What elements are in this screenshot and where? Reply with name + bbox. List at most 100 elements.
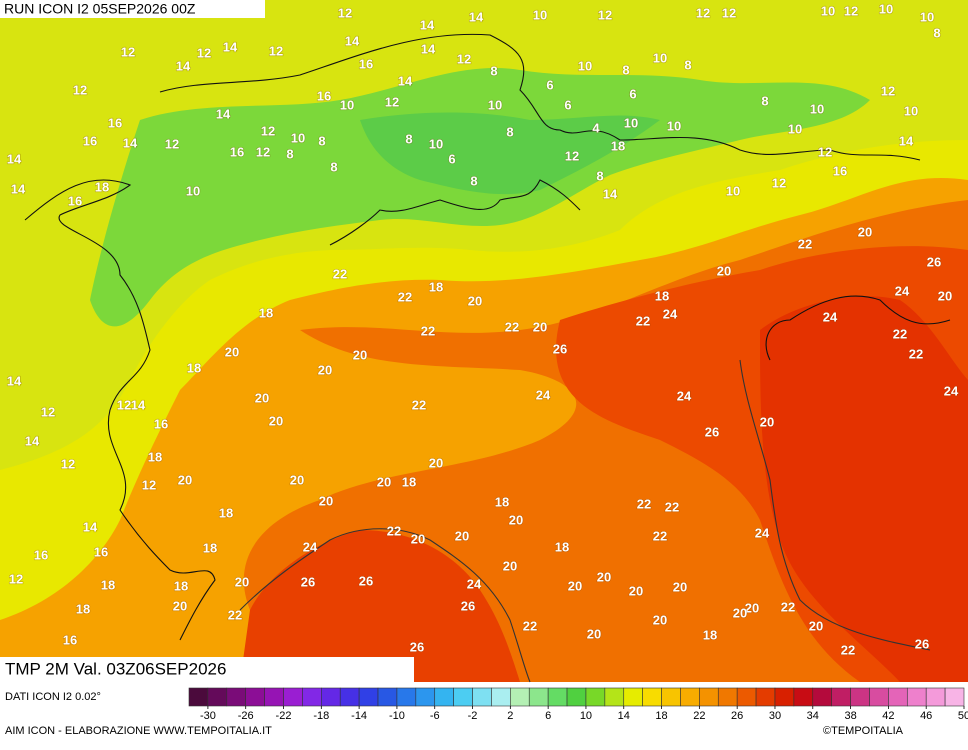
temperature-label: 18 <box>555 539 569 554</box>
color-swatch <box>680 687 700 707</box>
temperature-label: 20 <box>503 558 517 573</box>
coastline-east <box>739 359 931 651</box>
color-swatch <box>850 687 870 707</box>
color-swatch <box>358 687 379 707</box>
temperature-label: 16 <box>83 133 97 148</box>
temperature-label: 24 <box>944 383 959 398</box>
color-swatch <box>453 687 473 707</box>
temperature-label: 20 <box>858 224 872 239</box>
temperature-label: 10 <box>578 58 592 73</box>
temperature-label: 8 <box>330 159 337 174</box>
temperature-label: 6 <box>629 86 636 101</box>
temperature-label: 20 <box>290 472 304 487</box>
color-swatch <box>207 687 228 707</box>
run-title: RUN ICON I2 05SEP2026 00Z <box>4 1 196 17</box>
temperature-label: 12 <box>41 404 55 419</box>
temperature-label: 10 <box>920 9 934 24</box>
temperature-label: 14 <box>25 433 40 448</box>
temperature-label: 12 <box>565 148 579 163</box>
temperature-label: 26 <box>301 574 315 589</box>
temperature-label: 12 <box>261 123 275 138</box>
temperature-label: 12 <box>117 397 131 412</box>
temperature-label: 22 <box>228 607 242 622</box>
temperature-label: 12 <box>73 82 87 97</box>
temperature-label: 26 <box>461 598 475 613</box>
temperature-label: 18 <box>429 279 443 294</box>
temperature-label: 12 <box>696 5 710 20</box>
temperature-label: 20 <box>318 362 332 377</box>
color-swatch <box>377 687 398 707</box>
temperature-label: 16 <box>230 144 244 159</box>
temperature-label: 8 <box>405 131 412 146</box>
temperature-label: 14 <box>176 58 191 73</box>
temperature-label: 18 <box>76 601 90 616</box>
temperature-label: 10 <box>788 121 802 136</box>
temperature-label: 16 <box>63 632 77 647</box>
color-swatch <box>604 687 625 707</box>
temperature-label: 8 <box>286 146 293 161</box>
temperature-label: 12 <box>722 5 736 20</box>
temperature-label: 24 <box>677 388 692 403</box>
temperature-label: 16 <box>359 56 373 71</box>
temperature-label: 10 <box>879 1 893 16</box>
temperature-label: 20 <box>353 347 367 362</box>
temperature-label: 8 <box>470 173 477 188</box>
colorbar: -30 -26 -22 -18 -14 -10 -6 -2 2 6 10 14 18 22 26 30 34 38… <box>188 687 968 722</box>
temperature-label: 22 <box>398 289 412 304</box>
colorbar-tick-label: 50 <box>958 710 968 722</box>
colorbar-tick-label: -10 <box>389 710 405 722</box>
temperature-label: 14 <box>7 373 22 388</box>
brand-text: ©TEMPOITALIA <box>823 725 904 737</box>
map-title-box <box>0 657 414 683</box>
borders <box>24 33 951 683</box>
color-swatch <box>226 687 247 707</box>
temperature-label: 14 <box>131 397 146 412</box>
temperature-label: 22 <box>893 326 907 341</box>
temperature-label: 14 <box>216 106 231 121</box>
temperature-label: 14 <box>11 181 26 196</box>
temperature-label: 14 <box>469 9 484 24</box>
color-swatch <box>434 687 454 707</box>
colorbar-tick-label: -26 <box>238 710 254 722</box>
colorbar-tick-label: 10 <box>580 710 592 722</box>
temperature-label: 8 <box>318 133 325 148</box>
color-swatch <box>585 687 606 707</box>
temperature-label: 24 <box>823 309 838 324</box>
temperature-label: 20 <box>468 293 482 308</box>
color-swatch <box>283 687 303 707</box>
temperature-label: 24 <box>536 387 551 402</box>
temperature-label: 24 <box>755 525 770 540</box>
color-swatch <box>623 687 643 707</box>
color-swatch <box>264 687 284 707</box>
temperature-label: 20 <box>809 618 823 633</box>
colorbar-tick-label: 30 <box>769 710 781 722</box>
color-swatch <box>774 687 795 707</box>
border-west <box>24 179 216 641</box>
temperature-label: 26 <box>915 636 929 651</box>
ligurian-sea <box>240 530 520 682</box>
temperature-label: 8 <box>761 93 768 108</box>
temperature-label: 22 <box>421 323 435 338</box>
colorbar-tick-label: -22 <box>276 710 292 722</box>
temperature-label: 18 <box>174 578 188 593</box>
color-swatch <box>793 687 814 707</box>
temperature-label: 10 <box>821 3 835 18</box>
temperature-label: 14 <box>603 186 618 201</box>
temperature-label: 20 <box>255 390 269 405</box>
temperature-label: 10 <box>624 115 638 130</box>
credit-text: AIM ICON - ELABORAZIONE WWW.TEMPOITALIA.… <box>5 725 272 737</box>
temperature-label: 10 <box>726 183 740 198</box>
temperature-label: 10 <box>653 50 667 65</box>
temperature-label: 22 <box>412 397 426 412</box>
temperature-label: 18 <box>148 449 162 464</box>
colorbar-tick-label: 22 <box>693 710 705 722</box>
color-swatch <box>642 687 662 707</box>
temperature-label: 22 <box>653 528 667 543</box>
temperature-label: 12 <box>818 144 832 159</box>
temperature-label: 20 <box>629 583 643 598</box>
temperature-label: 22 <box>841 642 855 657</box>
temperature-label: 22 <box>637 496 651 511</box>
temperature-label: 8 <box>506 124 513 139</box>
color-swatch <box>396 687 417 707</box>
temperature-label: 14 <box>7 151 22 166</box>
